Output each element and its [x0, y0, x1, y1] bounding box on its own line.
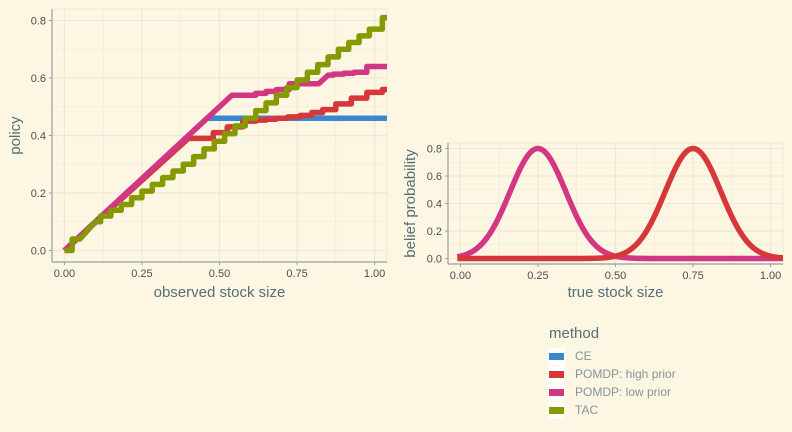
x-tick-label: 0.75 [286, 268, 307, 280]
y-tick-label: 0.4 [427, 199, 442, 211]
series-line-pomdp-high-prior [456, 145, 783, 262]
x-tick-label: 1.00 [364, 268, 385, 280]
legend-item: POMDP: high prior [548, 366, 676, 383]
y-tick-label: 0.6 [31, 73, 46, 85]
series-line-pomdp-high-prior [62, 86, 387, 253]
x-tick-label: 0.25 [131, 268, 152, 280]
series-line-pomdp-low-prior [62, 63, 387, 253]
x-tick-label: 0.00 [450, 270, 471, 282]
legend-swatch [549, 371, 564, 378]
x-tick-label: 0.25 [527, 270, 548, 282]
y-tick-label: 0.0 [427, 254, 442, 266]
y-axis-title: policy [7, 116, 24, 155]
x-axis-title: observed stock size [154, 284, 286, 301]
legend-label: CE [575, 349, 592, 363]
legend-item: TAC [548, 402, 598, 419]
x-tick-label: 0.50 [605, 270, 626, 282]
legend-label: POMDP: low prior [575, 385, 671, 399]
series-line-pomdp-low-prior [456, 145, 783, 262]
y-axis-title: belief probability [402, 149, 419, 258]
legend-label: POMDP: high prior [575, 367, 676, 381]
x-axis-title: true stock size [568, 284, 664, 301]
y-tick-label: 0.8 [427, 144, 442, 156]
legend-label: TAC [575, 403, 598, 417]
policy-chart-panel: 0.00 0.25 0.50 0.75 1.00 0.0 0.2 0.4 0.6 0.8 obser… [7, 8, 388, 301]
legend-title: method [549, 325, 599, 342]
x-tick-label: 0.00 [54, 268, 75, 280]
x-tick-label: 0.50 [209, 268, 230, 280]
belief-chart-panel: 0.00 0.25 0.50 0.75 1.00 0.0 0.2 0.4 0.6 0.8 true … [402, 142, 784, 301]
legend-item: CE [548, 348, 592, 365]
y-tick-label: 0.2 [31, 188, 46, 200]
legend-swatch [549, 407, 564, 414]
y-tick-label: 0.8 [31, 16, 46, 28]
x-tick-label: 0.75 [682, 270, 703, 282]
legend-swatch [549, 353, 564, 360]
legend: method CE POMDP: high prior POMDP: low pri… [548, 325, 676, 419]
y-tick-label: 0.0 [31, 246, 46, 258]
y-tick-label: 0.4 [31, 131, 46, 143]
series-line-tac [64, 14, 387, 254]
y-tick-label: 0.6 [427, 171, 442, 183]
y-tick-label: 0.2 [427, 226, 442, 238]
legend-swatch [549, 389, 564, 396]
legend-item: POMDP: low prior [548, 384, 671, 401]
x-tick-label: 1.00 [760, 270, 781, 282]
